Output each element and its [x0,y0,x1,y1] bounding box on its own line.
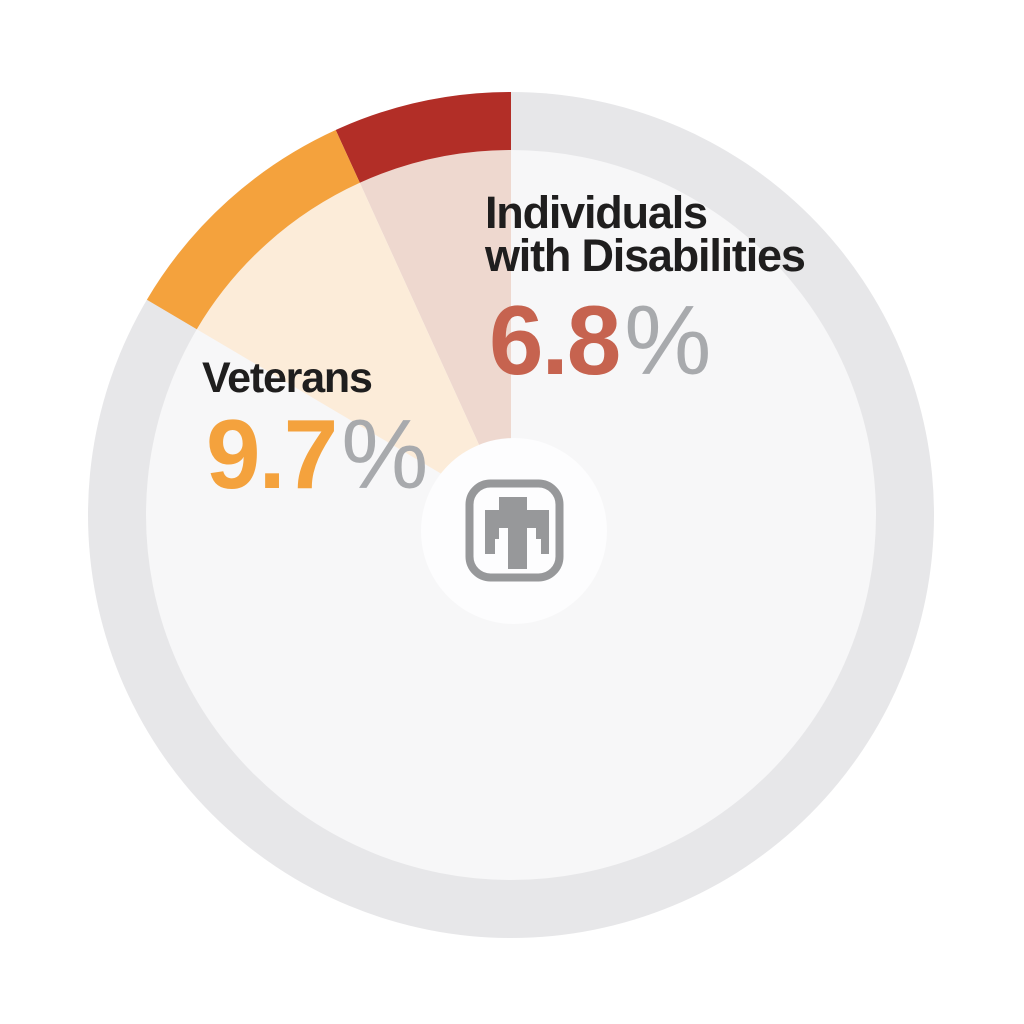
disabilities-value: 6.8% [489,291,711,389]
inner-wedge [196,182,512,516]
thunderbird-icon [485,497,549,569]
veterans-percent-number: 9.7 [206,399,338,509]
ring-segment [335,91,511,183]
disabilities-label: Individuals with Disabilities [485,187,806,281]
disabilities-percent-number: 6.8 [489,285,621,395]
sandia-thunderbird-logo [465,479,564,582]
inner-wedge [359,150,511,515]
chart-segments [146,91,512,516]
veterans-label: Veterans [202,354,373,402]
veterans-percent-sign: % [341,399,429,509]
disabilities-label-line1: Individuals [485,187,708,238]
disabilities-label-line2: with Disabilities [485,230,806,281]
veterans-value: 9.7% [206,405,428,503]
logo-border [465,479,564,582]
ring-segment [146,130,360,330]
disabilities-percent-sign: % [624,285,712,395]
